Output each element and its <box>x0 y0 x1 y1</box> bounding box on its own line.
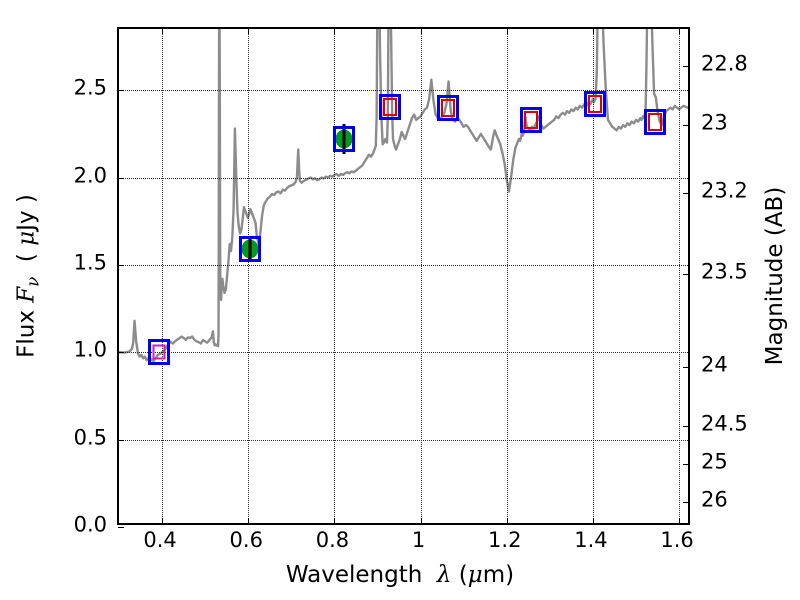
model-spectrum-line <box>119 29 688 363</box>
tick-x <box>679 518 681 524</box>
y-tick-label: 0.0 <box>73 512 107 537</box>
f-nu-symbol: Fν <box>13 276 43 303</box>
y-tick-label: 1.5 <box>73 250 107 275</box>
gridline-x <box>162 29 164 523</box>
tick-y <box>118 264 124 266</box>
model-point-box <box>584 91 607 118</box>
y2-tick-label: 22.8 <box>701 51 748 76</box>
error-bar-front <box>342 124 346 154</box>
y-tick-label: 2.0 <box>73 163 107 188</box>
y2-tick-label: 23.5 <box>701 259 748 284</box>
x-axis-title-text: Wavelength <box>285 562 437 588</box>
x-tick-label: 1.2 <box>488 528 522 552</box>
tick-x <box>162 28 164 34</box>
tick-y <box>118 527 124 528</box>
x-axis-title: Wavelength λ (μm) <box>286 562 514 588</box>
tick-y <box>118 352 124 354</box>
tick-x <box>592 518 594 524</box>
tick-x <box>679 28 681 34</box>
model-point-inner <box>152 344 166 360</box>
x-tick-label: 0.4 <box>143 528 177 552</box>
error-bar-front <box>248 236 252 263</box>
tick-y2 <box>683 501 689 503</box>
tick-y2 <box>683 193 689 195</box>
gridline-x <box>248 29 250 523</box>
plot-area <box>117 27 690 528</box>
model-point-inner <box>524 110 539 129</box>
model-point-box <box>436 94 459 121</box>
tick-y <box>118 90 124 92</box>
tick-y2 <box>683 273 689 275</box>
x-tick-label: 0.8 <box>315 528 350 552</box>
model-point-box <box>147 339 170 366</box>
tick-x <box>248 518 250 524</box>
tick-x <box>248 28 250 34</box>
x-tick-label: 1.6 <box>660 528 694 552</box>
tick-x <box>162 518 164 524</box>
y2-tick-label: 23 <box>701 110 728 135</box>
tick-x <box>506 518 508 524</box>
observed-point-box <box>239 236 262 263</box>
gridline-x <box>420 29 422 523</box>
tick-y2 <box>683 65 689 67</box>
lambda-symbol: λ <box>436 562 452 588</box>
x-axis-unit: (μm) <box>451 562 515 588</box>
gridline-y <box>119 352 688 354</box>
x-tick-label: 1.4 <box>574 528 608 552</box>
tick-y <box>118 439 124 441</box>
y2-axis-title: Magnitude (AB) <box>762 186 788 366</box>
gridline-x <box>506 29 508 523</box>
tick-x <box>506 28 508 34</box>
model-point-box <box>520 106 543 133</box>
model-point-inner <box>588 95 603 114</box>
observed-point-box <box>332 126 355 153</box>
model-point-inner <box>648 112 663 131</box>
x-tick-label: 1 <box>411 528 426 552</box>
y2-tick-label: 24.5 <box>701 411 748 436</box>
gridline-y <box>119 264 688 266</box>
y-axis-unit: ( μJy ) <box>13 194 40 277</box>
tick-x <box>334 28 336 34</box>
tick-y2 <box>683 367 689 369</box>
tick-x <box>334 518 336 524</box>
tick-y2 <box>683 463 689 465</box>
tick-y <box>118 177 124 179</box>
model-point-inner <box>383 97 398 116</box>
tick-y2 <box>683 125 689 127</box>
model-point-box <box>379 93 402 120</box>
y2-tick-label: 24 <box>701 352 728 377</box>
tick-y2 <box>683 426 689 428</box>
tick-x <box>592 28 594 34</box>
y2-tick-label: 23.2 <box>701 178 748 203</box>
gridline-x <box>334 29 336 523</box>
tick-x <box>420 518 422 524</box>
model-point-box <box>644 108 667 135</box>
x-tick-label: 0.6 <box>229 528 263 552</box>
model-point-inner <box>440 98 455 117</box>
y-tick-label: 2.5 <box>73 75 107 100</box>
y-axis-title: Flux Fν ( μJy ) <box>14 194 43 358</box>
y2-tick-label: 26 <box>701 487 728 512</box>
y-tick-label: 0.5 <box>73 425 107 450</box>
gridline-y <box>119 177 688 179</box>
gridline-x <box>679 29 681 523</box>
gridline-y <box>119 439 688 441</box>
gridline-y <box>119 90 688 92</box>
y-axis-title-text: Flux <box>13 302 40 358</box>
y-tick-label: 1.0 <box>73 337 107 362</box>
y2-tick-label: 25 <box>701 449 728 474</box>
tick-x <box>420 28 422 34</box>
gridline-x <box>592 29 594 523</box>
